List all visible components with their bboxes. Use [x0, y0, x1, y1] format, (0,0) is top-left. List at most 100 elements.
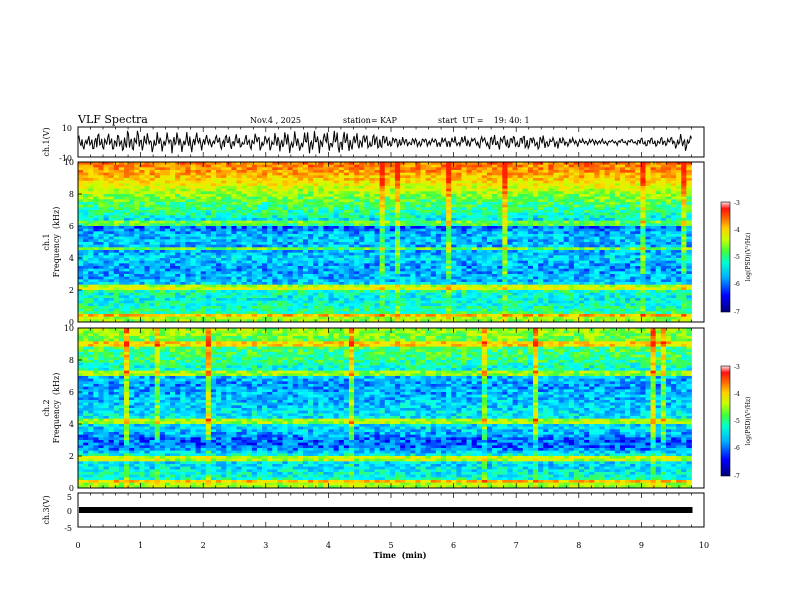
ch1-spectrogram-cell [425, 263, 432, 267]
ch1-spectrogram-cell [394, 234, 401, 238]
ch1-spectrogram-cell [533, 234, 539, 238]
ch1-spectrogram-cell [517, 215, 524, 219]
ch1-spectrogram-cell [599, 263, 605, 267]
ch1-spectrogram-cell [108, 215, 115, 219]
ch1-spectrogram-cell [415, 212, 421, 216]
ch1-spectrogram-cell [287, 191, 294, 195]
ch1-spectrogram-cell [502, 250, 508, 254]
ch1-spectrogram-cell [486, 172, 493, 176]
ch1-spectrogram-cell [619, 212, 626, 216]
ch1-spectrogram-cell [338, 234, 345, 238]
ch1-spectrogram-cell [686, 188, 692, 192]
ch1-spectrogram-cell [461, 215, 467, 219]
ch1-spectrogram-cell [93, 228, 99, 232]
ch1-spectrogram-cell [164, 244, 171, 248]
ch1-spectrogram-cell [609, 194, 616, 198]
ch1-spectrogram-cell [374, 207, 381, 211]
ch1-spectrogram-cell [190, 194, 196, 198]
ch1-spectrogram-cell [216, 210, 222, 214]
ch1-spectrogram-cell [170, 236, 176, 240]
ch1-spectrogram-cell [686, 239, 692, 243]
ch1-spectrogram-cell [563, 239, 570, 243]
ch1-spectrogram-cell [579, 212, 585, 216]
ch1-spectrogram-cell [400, 236, 406, 240]
ch1-spectrogram-cell [625, 255, 631, 259]
ch1-spectrogram-cell [517, 196, 524, 200]
ch1-spectrogram-cell [461, 170, 467, 174]
ch1-spectrogram-cell [676, 218, 682, 222]
ch1-spectrogram-cell [277, 220, 283, 224]
ch1-spectrogram-cell [589, 183, 595, 187]
ch1-spectrogram-cell [543, 255, 549, 259]
ch1-spectrogram-cell [451, 170, 457, 174]
ch1-spectrogram-cell [430, 170, 437, 174]
ch1-spectrogram-cell [568, 263, 575, 267]
ch1-spectrogram-cell [379, 247, 386, 251]
ch1-spectrogram-cell [318, 260, 324, 264]
ch1-spectrogram-cell [538, 260, 544, 264]
ch1-spectrogram-cell [154, 175, 161, 179]
ch1-spectrogram-cell [594, 218, 600, 222]
ch1-spectrogram-cell [660, 218, 667, 222]
ch1-spectrogram-cell [154, 186, 161, 190]
ch1-spectrogram-cell [512, 266, 519, 270]
ch1-spectrogram-cell [333, 236, 340, 240]
ch1-spectrogram-cell [103, 236, 110, 240]
ch1-spectrogram-cell [553, 207, 559, 211]
ch1-spectrogram-cell [103, 226, 110, 230]
ch1-spectrogram-cell [282, 212, 288, 216]
ch1-spectrogram-cell [338, 266, 345, 270]
ch1-spectrogram-cell [241, 234, 248, 238]
ch1-spectrogram-cell [98, 258, 104, 262]
ch1-spectrogram-cell [389, 234, 396, 238]
ch1-spectrogram-cell [579, 194, 585, 198]
ch1-spectrogram-cell [118, 183, 125, 187]
ch1-spectrogram-cell [129, 258, 135, 262]
ch1-spectrogram-cell [272, 252, 278, 256]
ch1-spectrogram-cell [308, 196, 314, 200]
ch1-spectrogram-cell [216, 242, 222, 246]
ch1-spectrogram-cell [83, 210, 89, 214]
ch1-spectrogram-cell [507, 210, 513, 214]
ch1-spectrogram-cell [185, 215, 191, 219]
ch1-spectrogram-cell [640, 202, 646, 206]
ch1-spectrogram-cell [619, 191, 626, 195]
ch1-spectrogram-cell [568, 234, 575, 238]
ch1-spectrogram-cell [98, 164, 104, 168]
ch1-spectrogram-cell [323, 180, 329, 184]
ch1-spectrogram-cell [456, 263, 462, 267]
ch1-spectrogram-cell [210, 188, 217, 192]
ch1-spectrogram-cell [180, 215, 186, 219]
ch1-spectrogram-cell [389, 180, 396, 184]
ch1-spectrogram-cell [175, 231, 181, 235]
ch1-spectrogram-cell [394, 212, 401, 216]
ch1-spectrogram-cell [625, 260, 631, 264]
ch1-spectrogram-cell [451, 207, 457, 211]
ch1-spectrogram-cell [650, 210, 657, 214]
ch1-spectrogram-cell [630, 218, 636, 222]
ch1-spectrogram-cell [323, 223, 329, 227]
ch1-spectrogram-cell [251, 188, 258, 192]
ch1-spectrogram-cell [323, 239, 329, 243]
ch1-spectrogram-cell [175, 236, 181, 240]
ch1-spectrogram-cell [650, 172, 657, 176]
ch1-spectrogram-cell [584, 263, 590, 267]
ch1-spectrogram-cell [354, 266, 360, 270]
ch1-spectrogram-cell [154, 220, 161, 224]
ch1-spectrogram-cell [175, 194, 181, 198]
ch1-spectrogram-cell [594, 239, 600, 243]
ch1-spectrogram-cell [502, 210, 508, 214]
ch1-spectrogram-cell [98, 178, 104, 182]
ch1-spectrogram-cell [420, 218, 427, 222]
ch1-spectrogram-cell [195, 247, 202, 251]
ch1-spectrogram-cell [246, 162, 253, 166]
ch1-spectrogram-cell [251, 207, 258, 211]
ch1-spectrogram-cell [604, 250, 611, 254]
ch1-spectrogram-cell [625, 175, 631, 179]
ch1-spectrogram-cell [548, 226, 554, 230]
ch1-spectrogram-cell [492, 234, 498, 238]
ch1-spectrogram-cell [522, 194, 529, 198]
ch1-spectrogram-cell [589, 266, 595, 270]
ch1-spectrogram-cell [78, 263, 84, 267]
ch1-spectrogram-cell [635, 207, 641, 211]
